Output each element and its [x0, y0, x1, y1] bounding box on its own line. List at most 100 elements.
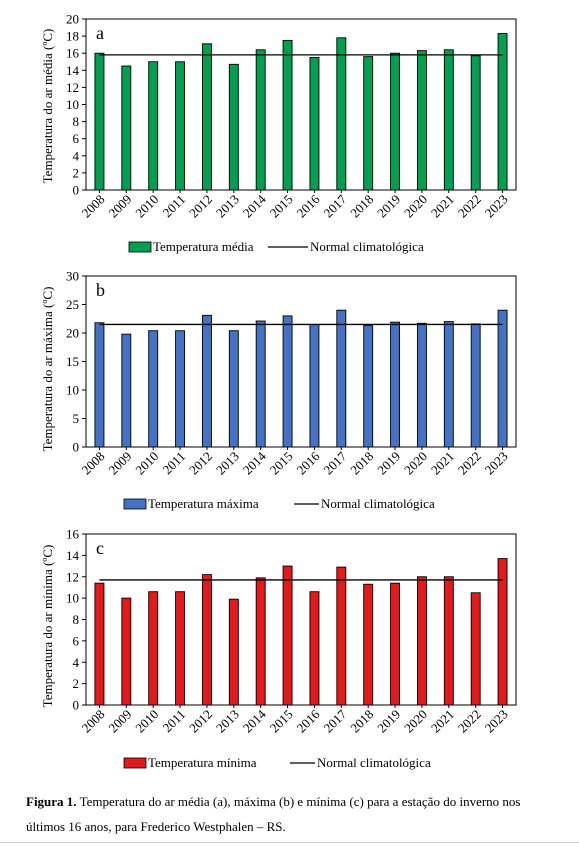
- bar-2020: [416, 576, 427, 706]
- bar-2021: [443, 49, 454, 191]
- x-tick-label: 2023: [482, 449, 511, 478]
- x-tick-label: 2016: [294, 448, 323, 477]
- y-tick-label: 0: [73, 698, 80, 713]
- bar-2016: [309, 57, 320, 191]
- legend-swatch: [123, 498, 147, 510]
- y-tick-label: 8: [73, 612, 80, 627]
- x-tick-label: 2022: [455, 707, 484, 736]
- legend-label-normal: Normal climatológica: [317, 755, 431, 770]
- page-divider: [0, 842, 579, 843]
- x-tick-label: 2010: [132, 449, 161, 478]
- x-tick-label: 2011: [160, 707, 189, 736]
- bar-2020: [416, 50, 427, 191]
- bar-2008: [94, 322, 105, 448]
- y-tick-label: 16: [66, 46, 80, 61]
- y-tick-label: 20: [66, 326, 79, 341]
- x-tick-label: 2009: [105, 707, 134, 736]
- bar-2021: [443, 576, 454, 706]
- bar-2019: [390, 52, 401, 191]
- y-tick-label: 10: [66, 97, 79, 112]
- x-tick-label: 2022: [455, 192, 484, 221]
- x-tick-label: 2019: [374, 707, 403, 736]
- x-tick-label: 2009: [105, 192, 134, 221]
- bar-2018: [363, 583, 374, 706]
- bar-2017: [336, 566, 347, 706]
- y-tick-label: 16: [66, 527, 80, 542]
- y-tick-label: 25: [66, 297, 79, 312]
- y-tick-label: 12: [66, 80, 79, 95]
- bar-2020: [416, 322, 427, 448]
- bar-2021: [443, 321, 454, 448]
- y-tick-label: 0: [73, 183, 80, 198]
- chart-panel-b: 0 5 10 15 20 25 30 Temperatura do ar máxima (ºC…: [40, 269, 517, 511]
- x-tick-label: 2013: [213, 707, 242, 736]
- x-tick-label: 2021: [428, 449, 457, 478]
- legend-label-series: Temperatura média: [153, 239, 254, 254]
- x-tick-label: 2008: [79, 707, 108, 736]
- bar-2014: [255, 49, 266, 191]
- x-tick-label: 2021: [428, 192, 457, 221]
- bar-2017: [336, 37, 347, 191]
- x-tick-label: 2014: [240, 191, 269, 220]
- y-tick-label: 15: [66, 354, 79, 369]
- bar-2014: [255, 320, 266, 448]
- bar-2023: [497, 309, 508, 448]
- x-tick-label: 2017: [320, 191, 349, 220]
- x-tick-label: 2016: [294, 706, 323, 735]
- x-tick-label: 2021: [428, 707, 457, 736]
- y-tick-label: 4: [73, 148, 80, 163]
- y-tick-label: 8: [73, 114, 80, 129]
- bar-2010: [148, 330, 159, 448]
- x-tick-label: 2018: [347, 192, 376, 221]
- bar-2011: [175, 61, 186, 191]
- x-tick-label: 2020: [401, 192, 430, 221]
- bar-2012: [201, 43, 212, 191]
- caption-label: Figura 1.: [26, 794, 77, 809]
- bar-2008: [94, 582, 105, 706]
- x-tick-label: 2008: [79, 192, 108, 221]
- bar-2012: [201, 314, 212, 448]
- bar-2015: [282, 565, 293, 706]
- bar-2009: [121, 333, 132, 448]
- y-tick-label: 6: [73, 633, 80, 648]
- x-tick-label: 2019: [374, 449, 403, 478]
- x-tick-label: 2023: [482, 707, 511, 736]
- bar-2010: [148, 591, 159, 706]
- x-tick-label: 2014: [240, 448, 269, 477]
- bar-2022: [470, 55, 481, 191]
- x-tick-label: 2019: [374, 192, 403, 221]
- x-tick-label: 2015: [267, 707, 296, 736]
- legend-swatch: [123, 757, 147, 769]
- panel-label: c: [96, 538, 104, 558]
- caption-text: Temperatura do ar média (a), máxima (b) …: [26, 794, 521, 834]
- y-tick-label: 10: [66, 591, 79, 606]
- x-tick-label: 2017: [320, 448, 349, 477]
- bar-2010: [148, 61, 159, 191]
- x-tick-label: 2020: [401, 449, 430, 478]
- legend-label-normal: Normal climatológica: [310, 239, 424, 254]
- bar-2018: [363, 56, 374, 191]
- bar-2023: [497, 33, 508, 191]
- x-tick-label: 2015: [267, 192, 296, 221]
- y-tick-label: 4: [73, 655, 80, 670]
- y-tick-label: 18: [66, 29, 79, 44]
- x-tick-label: 2018: [347, 707, 376, 736]
- x-tick-label: 2010: [132, 707, 161, 736]
- y-tick-label: 2: [73, 165, 80, 180]
- bar-2011: [175, 591, 186, 706]
- bar-2016: [309, 591, 320, 706]
- x-tick-label: 2012: [186, 192, 215, 221]
- x-tick-label: 2016: [294, 191, 323, 220]
- x-tick-label: 2011: [160, 449, 189, 478]
- x-tick-label: 2012: [186, 707, 215, 736]
- bar-2015: [282, 39, 293, 191]
- y-axis-label: Temperatura do ar média (ºC): [40, 29, 55, 184]
- x-tick-label: 2015: [267, 449, 296, 478]
- x-tick-label: 2014: [240, 706, 269, 735]
- bar-2012: [201, 574, 212, 706]
- bar-2018: [363, 325, 374, 448]
- y-tick-label: 14: [66, 63, 80, 78]
- y-tick-label: 30: [66, 269, 79, 284]
- panel-label: b: [96, 280, 105, 300]
- legend-label-normal: Normal climatológica: [321, 496, 435, 511]
